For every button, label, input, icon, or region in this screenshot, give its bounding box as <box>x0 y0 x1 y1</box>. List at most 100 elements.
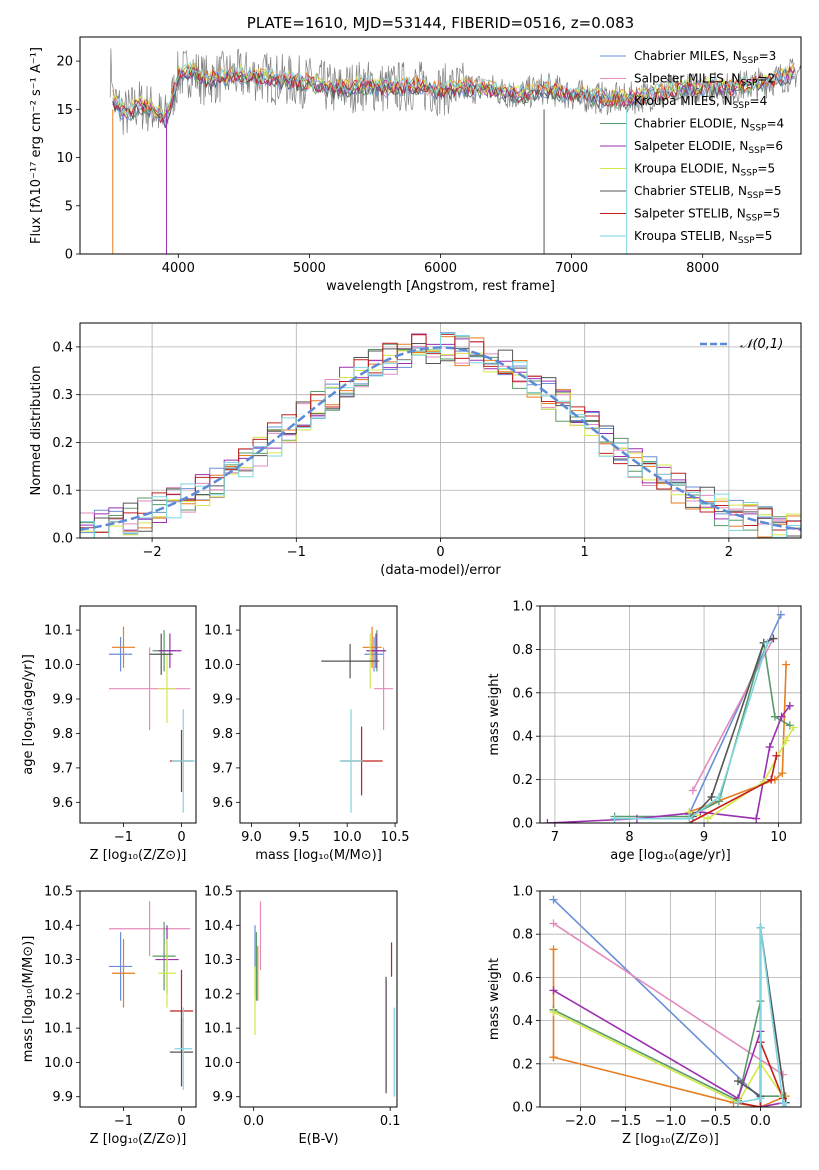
weight-marker <box>765 743 774 752</box>
axes-frame <box>239 890 398 1108</box>
weight-marker <box>777 712 786 721</box>
y-tick-label: 0.6 <box>512 971 533 986</box>
weight-line <box>688 664 787 813</box>
y-tick-label: 9.9 <box>212 1090 233 1105</box>
x-tick-label: −2 <box>143 545 162 560</box>
legend-entry: 𝒩(0,1) <box>740 337 783 352</box>
weight-marker <box>752 814 761 823</box>
panel-age-vs-Z: −1 0 9.6 9.7 9.8 9.9 10.0 10.1 Z [log₁₀(Z/Z⊙)] ag… <box>21 605 197 863</box>
x-tick-label: 10.5 <box>381 830 410 845</box>
y-tick-label: 0.0 <box>512 1101 533 1116</box>
errorbar-point <box>109 932 133 1001</box>
legend-entry: Salpeter STELIB, NSSP=5 <box>634 207 780 224</box>
x-tick-label: 4000 <box>162 261 195 276</box>
y-tick-label: 1.0 <box>512 600 533 615</box>
model-spectrum-line <box>112 61 795 125</box>
errorbar-point <box>109 637 133 672</box>
weight-marker <box>549 986 558 995</box>
x-axis-label: age [log₁₀(age/yr)] <box>610 848 731 863</box>
y-tick-label: 0.8 <box>512 928 533 943</box>
errorbar-point <box>174 1007 192 1090</box>
axes-frame <box>239 605 398 824</box>
panel-residuals: −2 −1 0 1 2 0.0 0.1 0.2 0.3 0.4 (data-model)/error… <box>29 322 802 578</box>
errorbar-point <box>321 643 379 679</box>
weight-marker <box>770 712 779 721</box>
weight-marker <box>549 945 558 954</box>
y-tick-label: 9.9 <box>52 1090 73 1105</box>
x-tick-label: 10.0 <box>333 830 362 845</box>
weight-line <box>692 638 775 791</box>
plot-area <box>321 626 394 813</box>
errorbar-point <box>366 633 386 668</box>
y-tick-label: 10.3 <box>204 953 233 968</box>
x-tick-label: 0.0 <box>750 1114 771 1129</box>
weight-marker <box>782 736 791 745</box>
panel-weight-vs-age: 7 8 9 10 0.0 0.2 0.4 0.6 0.8 1.0 age [log₁₀(age/yr… <box>487 600 802 863</box>
weight-line <box>553 1011 784 1104</box>
y-tick-label: 10.2 <box>204 987 233 1002</box>
y-tick-label: 0.8 <box>512 643 533 658</box>
y-tick-label: 10.0 <box>44 658 73 673</box>
legend-entry: Salpeter MILES, NSSP=2 <box>634 72 775 89</box>
x-tick-label: 8 <box>625 830 633 845</box>
weight-marker <box>776 610 785 619</box>
panel-mass-vs-Z: −1 0 9.9 10.0 10.1 10.2 10.3 10.4 10.5 Z [log₁₀(Z… <box>21 885 197 1147</box>
y-tick-label: 1.0 <box>512 885 533 900</box>
panel-spectrum: 4000 5000 6000 7000 8000 0 5 10 15 20 wavelength [… <box>29 14 802 294</box>
y-tick-label: 0.0 <box>512 817 533 832</box>
y-tick-label: 15 <box>56 103 73 118</box>
y-tick-label: 0.4 <box>52 340 73 355</box>
weight-line <box>737 927 787 1107</box>
legend-entry: Chabrier ELODIE, NSSP=4 <box>634 117 784 134</box>
y-tick-label: 10.1 <box>44 624 73 639</box>
errorbar-point <box>171 709 195 813</box>
plot-area <box>109 626 195 813</box>
weight-line <box>553 927 783 1102</box>
y-axis-label: age [log₁₀(age/yr)] <box>21 654 36 775</box>
y-tick-label: 9.8 <box>52 727 73 742</box>
panel-mass-vs-ebv: 0.0 0.1 9.9 10.0 10.1 10.2 10.3 10.4 10.5 E(B-V) <box>204 885 400 1148</box>
legend-entry: Kroupa ELODIE, NSSP=5 <box>634 162 775 179</box>
x-tick-label: 2 <box>725 545 733 560</box>
y-tick-label: 10.0 <box>204 658 233 673</box>
chart-title: PLATE=1610, MJD=53144, FIBERID=0516, z=0… <box>247 14 634 32</box>
y-tick-label: 10.5 <box>204 885 233 900</box>
model-spectrum-line <box>112 63 795 119</box>
x-tick-label: 6000 <box>424 261 457 276</box>
weight-marker <box>543 819 552 823</box>
weight-marker <box>767 775 776 784</box>
y-tick-label: 9.7 <box>52 761 73 776</box>
x-axis-label: Z [log₁₀(Z/Z⊙)] <box>622 1132 719 1147</box>
x-tick-label: −1.5 <box>610 1114 642 1129</box>
weight-marker <box>772 751 781 760</box>
x-axis-label: Z [log₁₀(Z/Z⊙)] <box>90 848 187 863</box>
weight-marker <box>685 814 694 823</box>
y-tick-label: 10.1 <box>44 1022 73 1037</box>
errorbar-point <box>339 709 363 813</box>
weight-line <box>553 922 784 1076</box>
x-axis-label: wavelength [Angstrom, rest frame] <box>326 279 555 294</box>
plot-area <box>109 48 801 254</box>
weight-line <box>547 705 791 823</box>
x-tick-label: 9.0 <box>241 830 262 845</box>
x-tick-label: 1 <box>581 545 589 560</box>
weight-marker <box>688 786 697 795</box>
weight-marker <box>789 723 798 732</box>
errorbar-point <box>111 626 136 668</box>
weight-marker <box>707 792 716 801</box>
axes-frame <box>79 605 197 824</box>
errorbar-point <box>109 901 191 957</box>
panel-weight-vs-Z: −2.0 −1.5 −1.0 −0.5 0.0 0.0 0.2 0.4 0.6 0.8 1.0 Z [… <box>487 885 802 1147</box>
x-tick-label: 9.5 <box>289 830 310 845</box>
y-axis-label: mass [log₁₀(M/M⊙)] <box>21 936 36 1063</box>
y-tick-label: 9.6 <box>212 796 233 811</box>
axes-frame <box>79 36 802 255</box>
x-axis-label: mass [log₁₀(M/M⊙)] <box>255 848 382 863</box>
plot-area <box>543 610 798 823</box>
y-tick-label: 0.2 <box>52 436 73 451</box>
x-tick-label: 0 <box>177 830 185 845</box>
weight-marker <box>549 895 558 904</box>
legend-entry: Salpeter ELODIE, NSSP=6 <box>634 139 783 156</box>
weight-marker <box>781 1103 790 1107</box>
weight-line <box>692 637 774 818</box>
